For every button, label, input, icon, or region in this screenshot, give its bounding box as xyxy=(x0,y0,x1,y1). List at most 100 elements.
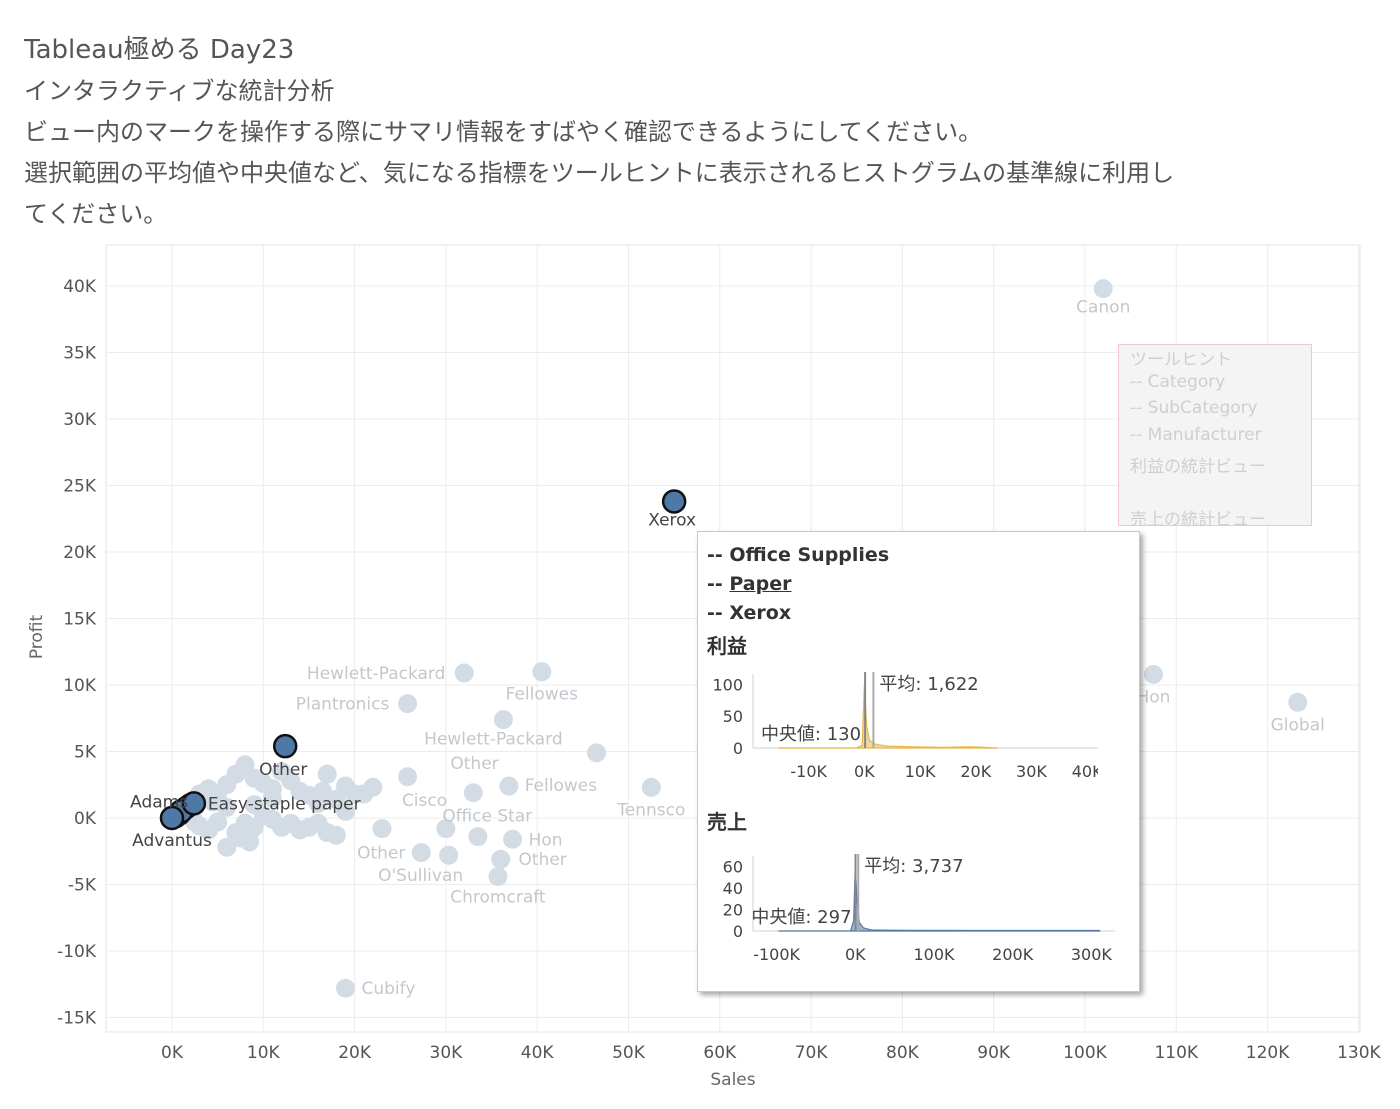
data-points[interactable] xyxy=(159,279,1308,998)
data-point[interactable] xyxy=(235,755,255,775)
point-label: Cubify xyxy=(361,979,415,999)
data-point[interactable] xyxy=(335,801,355,821)
hist-y-tick: 0 xyxy=(733,739,743,758)
point-label: Other xyxy=(357,844,405,864)
data-point[interactable] xyxy=(454,663,474,683)
tooltip-preview-box: ツールヒント -- Category -- SubCategory -- Manufa… xyxy=(1118,344,1312,530)
hist-x-tick: 20K xyxy=(960,762,991,781)
hist-y-tick: 40 xyxy=(723,879,743,898)
median-label-bg xyxy=(755,904,852,926)
data-point[interactable] xyxy=(1093,279,1113,299)
point-label: Hon xyxy=(529,830,563,850)
hist-x-tick: 0K xyxy=(845,945,866,964)
data-point[interactable] xyxy=(493,710,513,730)
tooltip-manufacturer: -- Xerox xyxy=(707,602,792,624)
data-point[interactable] xyxy=(503,829,523,849)
tooltip-preview-line: 利益の統計ビュー xyxy=(1130,456,1266,477)
hist-x-tick: -10K xyxy=(790,762,827,781)
data-point[interactable] xyxy=(468,827,488,847)
data-point[interactable] xyxy=(1288,692,1308,712)
x-tick-label: 0K xyxy=(161,1043,184,1063)
data-point[interactable] xyxy=(313,781,333,801)
data-point[interactable] xyxy=(372,819,392,839)
data-point[interactable] xyxy=(363,777,383,797)
data-point[interactable] xyxy=(398,694,418,714)
x-tick-label: 60K xyxy=(703,1043,737,1063)
y-axis-title: Profit xyxy=(27,614,47,659)
hist-x-tick: 0K xyxy=(854,762,875,781)
x-tick-label: 120K xyxy=(1246,1043,1290,1063)
y-tick-label: 15K xyxy=(63,610,97,630)
tooltip: -- Office Supplies -- Paper -- Xerox 利益 … xyxy=(697,531,1140,992)
point-label: Hon xyxy=(1136,687,1170,707)
data-point[interactable] xyxy=(203,792,223,812)
y-tick-label: 10K xyxy=(63,676,97,696)
hist-y-tick: 0 xyxy=(733,922,743,941)
y-tick-label: -10K xyxy=(57,942,97,962)
description-line-2: 選択範囲の平均値や中央値など、気になる指標をツールヒントに表示されるヒストグラム… xyxy=(24,159,1175,187)
profit-histogram: 平均: 1,622 中央値: 130 100 50 0 -10K 0K 10K 20K 30K 40… xyxy=(712,672,1098,781)
point-label: Adams xyxy=(130,792,188,812)
page-subtitle: インタラクティブな統計分析 xyxy=(24,77,335,105)
hist-y-tick: 60 xyxy=(723,857,743,876)
x-tick-labels: 0K 10K 20K 30K 40K 50K 60K 70K 80K 90K 100K 110K 120… xyxy=(161,1043,1382,1063)
selected-data-point[interactable] xyxy=(661,489,687,514)
point-label: O'Sullivan xyxy=(378,866,463,886)
data-point[interactable] xyxy=(532,662,552,682)
selected-data-point[interactable] xyxy=(159,805,185,831)
data-point[interactable] xyxy=(317,764,337,784)
selected-data-point[interactable] xyxy=(272,733,298,759)
median-label: 中央値: 297 xyxy=(751,907,851,928)
data-point[interactable] xyxy=(398,767,418,787)
data-point[interactable] xyxy=(262,788,282,808)
median-label-bg xyxy=(765,721,862,743)
hist-x-tick: 200K xyxy=(992,945,1034,964)
data-point[interactable] xyxy=(244,795,264,815)
point-label: Fellowes xyxy=(525,776,598,796)
data-point[interactable] xyxy=(488,867,508,887)
data-point[interactable] xyxy=(587,743,607,763)
data-point[interactable] xyxy=(463,783,483,803)
median-label: 中央値: 130 xyxy=(761,724,861,745)
description-line-1: ビュー内のマークを操作する際にサマリ情報をすばやく確認できるようにしてください。 xyxy=(24,118,983,146)
data-point[interactable] xyxy=(439,845,459,865)
tooltip-preview-line: 売上の統計ビュー xyxy=(1130,510,1266,531)
point-label: Other xyxy=(450,754,498,774)
x-tick-label: 70K xyxy=(795,1043,829,1063)
x-tick-label: 80K xyxy=(886,1043,920,1063)
point-label: Cisco xyxy=(402,791,447,811)
data-point[interactable] xyxy=(491,849,511,869)
data-point[interactable] xyxy=(230,828,250,848)
x-tick-label: 30K xyxy=(430,1043,464,1063)
data-point[interactable] xyxy=(1143,664,1163,684)
hist-x-tick: -100K xyxy=(753,945,800,964)
data-point[interactable] xyxy=(217,837,237,857)
tooltip-category: -- Office Supplies xyxy=(707,544,890,566)
data-point[interactable] xyxy=(436,819,456,839)
selected-data-point[interactable] xyxy=(181,791,207,816)
data-point[interactable] xyxy=(208,812,228,832)
hist-y-tick: 20 xyxy=(723,900,743,919)
point-label: Canon xyxy=(1076,298,1130,318)
point-label: Fellowes xyxy=(506,685,579,705)
sales-histogram: 平均: 3,737 中央値: 297 60 40 20 0 -100K 0K 100K 200K 3… xyxy=(723,854,1115,964)
tooltip-subcategory-link[interactable]: Paper xyxy=(729,573,792,595)
point-label: Other xyxy=(519,850,567,870)
mean-label: 平均: 3,737 xyxy=(864,856,963,877)
x-tick-label: 40K xyxy=(521,1043,555,1063)
data-point[interactable] xyxy=(326,825,346,845)
page-title: Tableau極める Day23 xyxy=(24,35,295,65)
y-tick-label: 25K xyxy=(63,477,97,497)
hist-x-tick: 40K xyxy=(1072,762,1098,781)
profit-hist-title: 利益 xyxy=(707,634,747,658)
point-label: Global xyxy=(1271,715,1325,735)
data-point[interactable] xyxy=(335,978,355,998)
data-point[interactable] xyxy=(641,777,661,797)
y-tick-label: 35K xyxy=(63,344,97,364)
x-tick-label: 130K xyxy=(1337,1043,1381,1063)
data-point[interactable] xyxy=(411,843,431,863)
y-tick-label: 5K xyxy=(74,743,97,763)
data-point[interactable] xyxy=(499,776,519,796)
header: Tableau極める Day23 インタラクティブな統計分析 ビュー内のマークを… xyxy=(24,30,1364,235)
sales-hist-title: 売上 xyxy=(707,810,747,834)
